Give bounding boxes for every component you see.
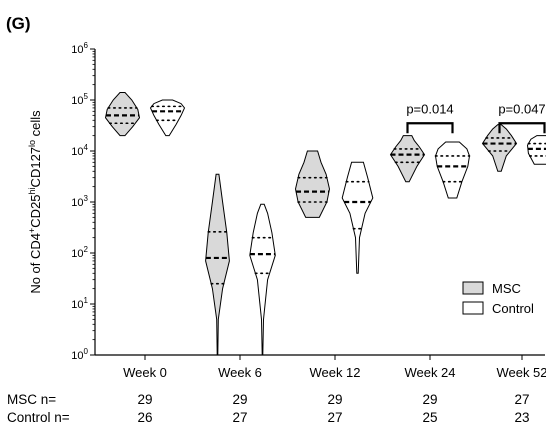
counts-row-label: MSC n= bbox=[7, 392, 57, 407]
violin-msc bbox=[104, 92, 141, 137]
significance-bracket bbox=[406, 122, 454, 134]
legend: MSC Control bbox=[462, 281, 534, 316]
x-tick-label: Week 0 bbox=[123, 365, 167, 380]
violin-msc bbox=[389, 135, 426, 183]
x-tick-label: Week 12 bbox=[309, 365, 360, 380]
y-tick-label: 105 bbox=[71, 92, 88, 107]
legend-label: MSC bbox=[492, 281, 521, 296]
count-value: 29 bbox=[137, 392, 153, 407]
violin-control bbox=[434, 141, 471, 199]
legend-swatch bbox=[462, 281, 484, 295]
y-axis-label-group: No of CD4+CD25hiCD127lo cells bbox=[27, 110, 43, 294]
count-value: 26 bbox=[137, 410, 153, 425]
violin-control bbox=[149, 99, 186, 137]
count-value: 27 bbox=[232, 410, 248, 425]
violin-control bbox=[341, 161, 374, 274]
annotations: p=0.014 p=0.047 bbox=[406, 101, 546, 134]
y-tick-label: 104 bbox=[71, 143, 88, 158]
violin-control bbox=[249, 203, 276, 356]
legend-swatch bbox=[462, 301, 484, 315]
y-axis-label: No of CD4+CD25hiCD127lo cells bbox=[27, 110, 43, 294]
count-value: 27 bbox=[514, 392, 530, 407]
x-tick-label: Week 52 bbox=[496, 365, 546, 380]
x-tick-label: Week 24 bbox=[404, 365, 455, 380]
count-value: 29 bbox=[422, 392, 438, 407]
legend-label: Control bbox=[492, 301, 534, 316]
y-tick-label: 106 bbox=[71, 41, 88, 56]
counts-row-label: Control n= bbox=[7, 410, 70, 425]
p-value-label: p=0.047 bbox=[498, 101, 545, 116]
y-tick-label: 100 bbox=[71, 347, 88, 362]
violin-chart: No of CD4+CD25hiCD127lo cells 1001011021… bbox=[27, 41, 546, 380]
count-value: 29 bbox=[327, 392, 343, 407]
count-value: 27 bbox=[327, 410, 343, 425]
significance-bracket bbox=[498, 122, 546, 134]
count-value: 25 bbox=[422, 410, 438, 425]
violin-msc bbox=[294, 150, 331, 218]
violins bbox=[104, 92, 546, 356]
y-tick-label: 103 bbox=[71, 194, 88, 209]
panel-label: (G) bbox=[6, 14, 31, 33]
x-tick-label: Week 6 bbox=[218, 365, 262, 380]
axes: 100 101 102 103 104 105 106 Week 0 Week 6 Week 12… bbox=[71, 41, 546, 380]
violin-msc bbox=[205, 173, 230, 356]
y-tick-label: 102 bbox=[71, 245, 88, 260]
p-value-label: p=0.014 bbox=[406, 101, 453, 116]
y-tick-label: 101 bbox=[71, 296, 88, 311]
count-value: 23 bbox=[514, 410, 530, 425]
count-value: 29 bbox=[232, 392, 248, 407]
